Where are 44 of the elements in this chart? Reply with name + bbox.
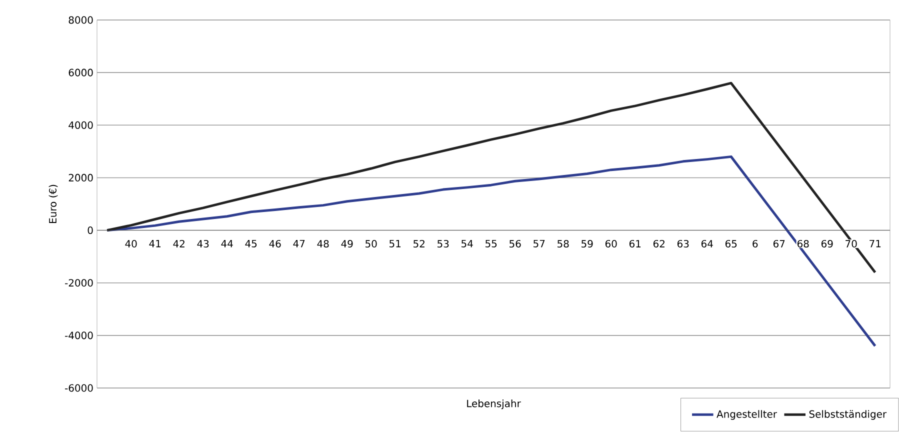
- x-tick-label: 52: [414, 240, 424, 248]
- x-tick-label: 61: [629, 240, 641, 248]
- x-tick-label: 50: [366, 240, 377, 248]
- x-tick-label: 65: [725, 240, 737, 248]
- x-tick-label: 48: [317, 240, 329, 248]
- y-tick-label: 6000: [68, 68, 93, 76]
- x-tick-label: 55: [486, 240, 497, 248]
- x-tick-label: 67: [773, 240, 785, 248]
- x-tick-label: 70: [846, 240, 857, 248]
- y-tick-label: 0: [88, 226, 93, 234]
- x-tick-label: 57: [534, 240, 545, 248]
- x-tick-label: 41: [149, 240, 161, 248]
- x-tick-label: 69: [821, 240, 833, 248]
- y-tick-label: -4000: [65, 332, 93, 340]
- legend-label: Selbstständiger: [809, 410, 887, 420]
- x-tick-label: 60: [605, 240, 617, 248]
- x-tick-label: 58: [558, 240, 569, 248]
- x-tick-label: 62: [653, 240, 664, 248]
- x-tick-label: 71: [870, 240, 881, 248]
- legend-label: Angestellter: [716, 410, 777, 420]
- y-tick-label: 2000: [68, 174, 93, 182]
- y-tick-label: -6000: [65, 384, 93, 392]
- x-tick-label: 45: [245, 240, 257, 248]
- x-tick-label: 53: [438, 240, 449, 248]
- x-tick-label: 43: [197, 240, 209, 248]
- x-tick-label: 63: [677, 240, 689, 248]
- y-axis-title: Euro (€): [48, 184, 58, 223]
- x-tick-label: 46: [269, 240, 281, 248]
- x-tick-label: 68: [797, 240, 809, 248]
- x-tick-label: 59: [582, 240, 593, 248]
- x-tick-label: 49: [341, 240, 353, 248]
- x-tick-label: 42: [173, 240, 184, 248]
- x-tick-label: 6: [752, 240, 758, 248]
- y-tick-label: -2000: [65, 279, 93, 287]
- x-tick-label: 44: [221, 240, 233, 248]
- x-axis-title: Lebensjahr: [467, 400, 521, 410]
- x-tick-label: 54: [462, 240, 473, 248]
- x-tick-label: 56: [510, 240, 521, 248]
- y-tick-label: 4000: [68, 121, 93, 129]
- x-tick-label: 47: [293, 240, 305, 248]
- x-tick-label: 51: [390, 240, 401, 248]
- x-tick-label: 64: [701, 240, 713, 248]
- y-tick-label: 8000: [68, 16, 93, 24]
- x-tick-label: 40: [125, 240, 137, 248]
